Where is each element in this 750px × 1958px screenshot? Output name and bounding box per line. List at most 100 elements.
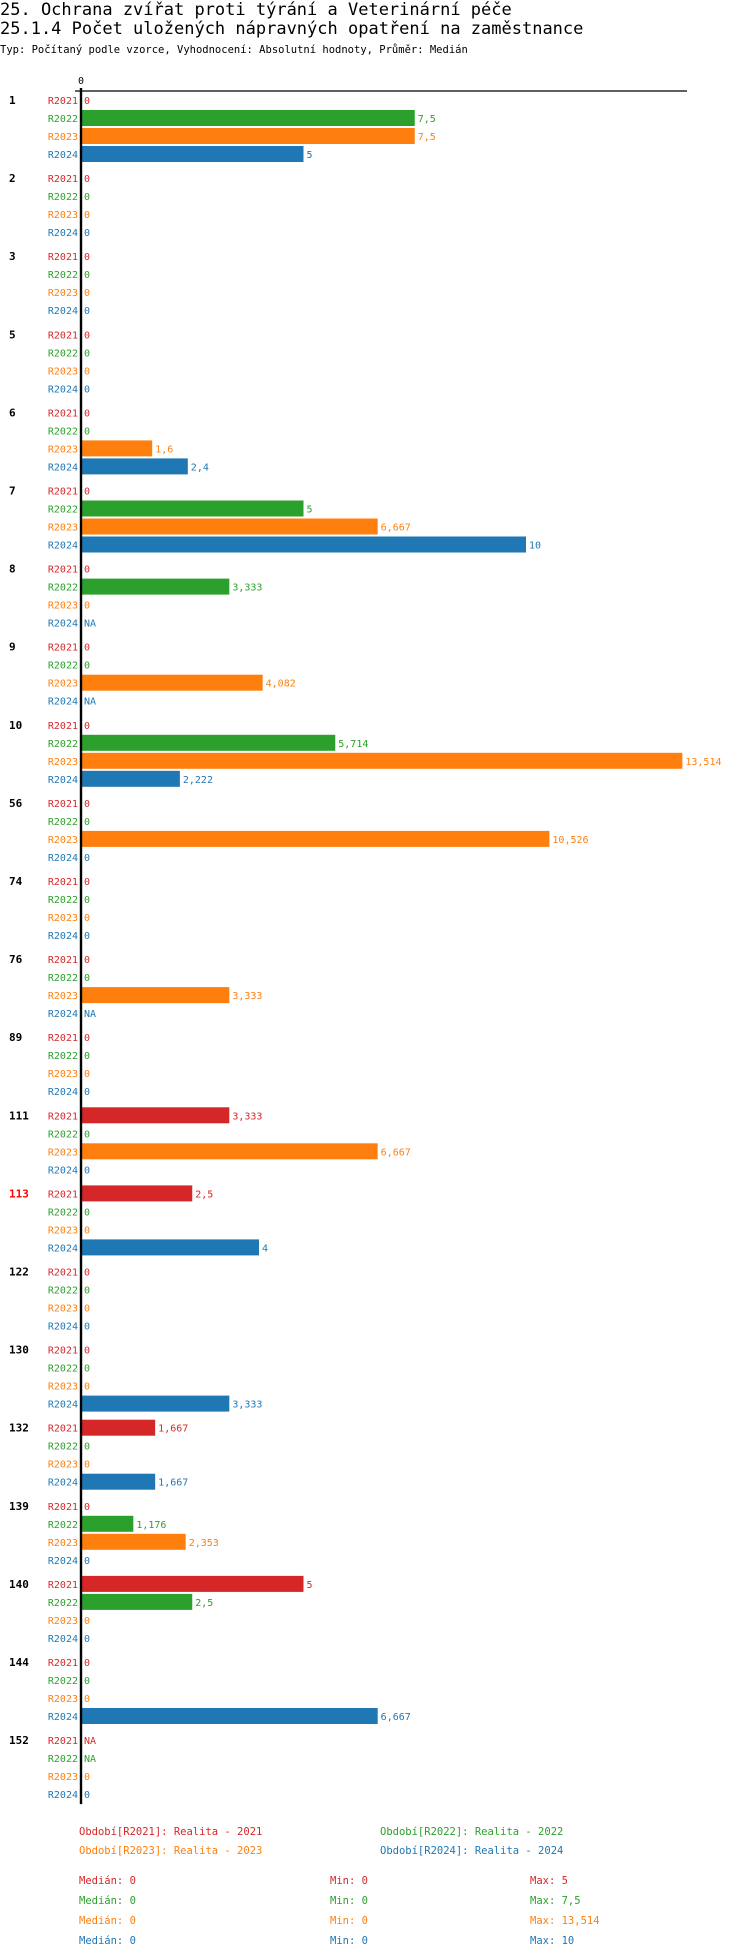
value-label: 6,667 (381, 1712, 411, 1723)
series-label: R2023 (48, 757, 78, 768)
bar-r2023 (81, 830, 550, 847)
series-label: R2021 (48, 252, 78, 263)
value-label: 0 (84, 1129, 90, 1140)
value-label: NA (84, 697, 96, 708)
value-label: 0 (84, 817, 90, 828)
value-label: 7,5 (418, 132, 436, 143)
series-label: R2024 (48, 462, 78, 473)
bar-r2023 (81, 518, 378, 535)
value-label: 0 (84, 1676, 90, 1687)
value-label: 0 (84, 1051, 90, 1062)
value-label: 3,333 (232, 1400, 262, 1411)
legend-text: Realita - 2024 (468, 1845, 564, 1857)
group-label: 7 (9, 485, 16, 498)
bar-r2021 (81, 1419, 156, 1436)
value-label: 0 (84, 228, 90, 239)
value-label: 0 (84, 252, 90, 263)
series-label: R2023 (48, 132, 78, 143)
series-label: R2022 (48, 270, 78, 281)
legend-item: Období[R2023]: Realita - 2023 (79, 1845, 262, 1857)
value-label: 0 (84, 174, 90, 185)
series-label: R2023 (48, 1069, 78, 1080)
value-label: 0 (84, 487, 90, 498)
value-label: 0 (84, 1304, 90, 1315)
value-label: 5,714 (338, 739, 368, 750)
value-label: 0 (84, 1087, 90, 1098)
series-label: R2021 (48, 1502, 78, 1513)
bar-r2024 (81, 146, 304, 162)
series-label: R2022 (48, 192, 78, 203)
value-label: 0 (84, 1460, 90, 1471)
stat-max: Max: 10 (530, 1935, 575, 1947)
value-label: 0 (84, 895, 90, 906)
series-label: R2024 (48, 1634, 78, 1645)
group-label: 56 (9, 797, 23, 810)
series-label: R2024 (48, 1009, 78, 1020)
bar-r2022 (81, 110, 415, 126)
series-label: R2023 (48, 1304, 78, 1315)
value-label: 0 (84, 1033, 90, 1044)
bar-r2022 (81, 734, 336, 751)
value-label: 0 (84, 1502, 90, 1513)
series-label: R2021 (48, 1111, 78, 1122)
group-label: 139 (9, 1500, 29, 1513)
group-label: 130 (9, 1344, 29, 1357)
series-label: R2024 (48, 228, 78, 239)
series-label: R2022 (48, 895, 78, 906)
series-label: R2022 (48, 348, 78, 359)
series-label: R2022 (48, 426, 78, 437)
series-label: R2024 (48, 853, 78, 864)
series-label: R2023 (48, 523, 78, 534)
bar-r2024 (81, 1473, 156, 1490)
value-label: 0 (84, 96, 90, 107)
series-label: R2022 (48, 1754, 78, 1765)
series-label: R2023 (48, 1538, 78, 1549)
value-label: 0 (84, 1556, 90, 1567)
stat-median: Medián: 0 (79, 1935, 136, 1947)
series-label: R2021 (48, 330, 78, 341)
bar-r2023 (81, 440, 153, 457)
series-label: R2022 (48, 583, 78, 594)
series-label: R2022 (48, 973, 78, 984)
legend-text: Realita - 2022 (468, 1826, 564, 1838)
stat-min: Min: 0 (330, 1895, 368, 1907)
series-label: R2024 (48, 1712, 78, 1723)
group-label: 89 (9, 1031, 22, 1044)
group-label: 6 (9, 406, 16, 419)
stat-min: Min: 0 (330, 1915, 368, 1927)
bar-r2024 (81, 1395, 230, 1412)
bar-r2021 (81, 1107, 230, 1124)
series-label: R2021 (48, 1658, 78, 1669)
legend-key: Období[R2021]: (79, 1826, 168, 1838)
series-label: R2023 (48, 835, 78, 846)
group-label: 3 (9, 250, 16, 263)
value-label: 0 (84, 1658, 90, 1669)
group-label: 10 (9, 719, 22, 732)
bar-r2023 (81, 674, 263, 691)
series-label: R2021 (48, 96, 78, 107)
series-label: R2021 (48, 408, 78, 419)
series-label: R2024 (48, 1790, 78, 1801)
bar-r2021 (81, 1575, 304, 1592)
series-label: R2023 (48, 1694, 78, 1705)
bar-r2024 (81, 770, 180, 787)
series-label: R2021 (48, 487, 78, 498)
value-label: 0 (84, 330, 90, 341)
value-label: 3,333 (232, 991, 262, 1002)
series-label: R2021 (48, 721, 78, 732)
value-label: 1,667 (158, 1424, 188, 1435)
value-label: 1,6 (155, 444, 173, 455)
bar-r2023 (81, 987, 230, 1004)
series-label: R2022 (48, 1051, 78, 1062)
series-label: R2022 (48, 1364, 78, 1375)
group-label: 2 (9, 172, 16, 185)
legend-key: Období[R2024]: (380, 1845, 469, 1857)
bar-r2023 (81, 128, 415, 144)
legend-item: Období[R2022]: Realita - 2022 (380, 1826, 563, 1838)
group-label: 8 (9, 563, 16, 576)
value-label: 0 (84, 853, 90, 864)
series-label: R2024 (48, 1478, 78, 1489)
series-label: R2024 (48, 775, 78, 786)
value-label: 0 (84, 426, 90, 437)
